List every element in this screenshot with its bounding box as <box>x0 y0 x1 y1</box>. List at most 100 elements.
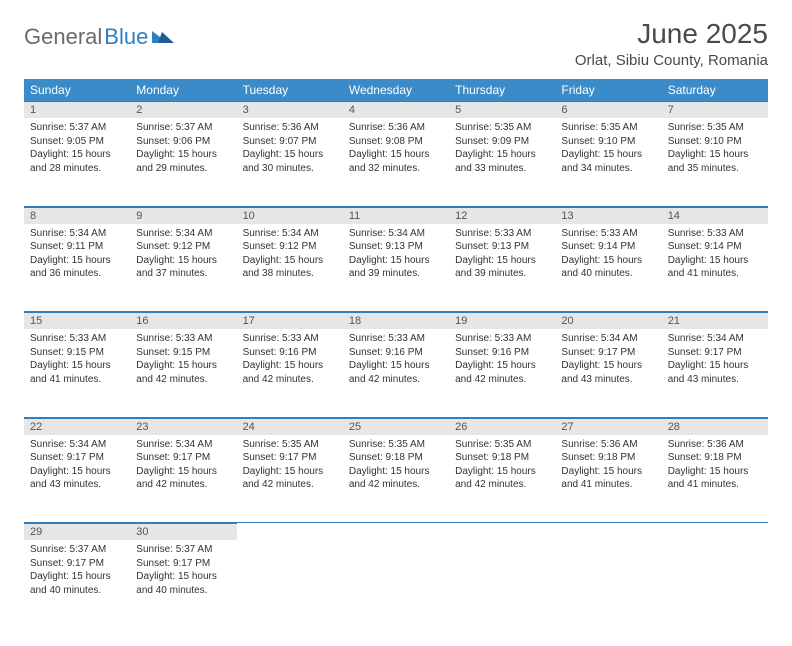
day-number: 18 <box>343 312 449 329</box>
daylight-text: Daylight: 15 hours and 42 minutes. <box>136 359 230 386</box>
day-number: 3 <box>237 101 343 118</box>
weekday-header: Friday <box>555 79 661 101</box>
sunrise-text: Sunrise: 5:36 AM <box>561 438 655 452</box>
sunrise-text: Sunrise: 5:37 AM <box>30 121 124 135</box>
weekday-header: Sunday <box>24 79 130 101</box>
day-cell: Sunrise: 5:34 AMSunset: 9:17 PMDaylight:… <box>130 435 236 498</box>
day-cell: Sunrise: 5:33 AMSunset: 9:16 PMDaylight:… <box>343 329 449 392</box>
day-number: 16 <box>130 312 236 329</box>
day-number: 2 <box>130 101 236 118</box>
sunrise-text: Sunrise: 5:34 AM <box>136 438 230 452</box>
day-cell: Sunrise: 5:36 AMSunset: 9:18 PMDaylight:… <box>555 435 661 498</box>
sunrise-text: Sunrise: 5:34 AM <box>561 332 655 346</box>
day-cell: Sunrise: 5:36 AMSunset: 9:18 PMDaylight:… <box>662 435 768 498</box>
logo-text-general: General <box>24 24 102 50</box>
sunrise-text: Sunrise: 5:37 AM <box>30 543 124 557</box>
daylight-text: Daylight: 15 hours and 43 minutes. <box>30 465 124 492</box>
day-number: 22 <box>24 418 130 435</box>
weekday-header: Monday <box>130 79 236 101</box>
sunrise-text: Sunrise: 5:34 AM <box>30 438 124 452</box>
daylight-text: Daylight: 15 hours and 41 minutes. <box>668 254 762 281</box>
sunrise-text: Sunrise: 5:34 AM <box>668 332 762 346</box>
day-number: 20 <box>555 312 661 329</box>
sunrise-text: Sunrise: 5:34 AM <box>136 227 230 241</box>
sunrise-text: Sunrise: 5:35 AM <box>349 438 443 452</box>
daylight-text: Daylight: 15 hours and 39 minutes. <box>349 254 443 281</box>
month-title: June 2025 <box>575 18 768 50</box>
sunset-text: Sunset: 9:12 PM <box>136 240 230 254</box>
day-number: 12 <box>449 207 555 224</box>
daylight-text: Daylight: 15 hours and 43 minutes. <box>668 359 762 386</box>
sunset-text: Sunset: 9:18 PM <box>455 451 549 465</box>
day-number: 23 <box>130 418 236 435</box>
sunrise-text: Sunrise: 5:33 AM <box>668 227 762 241</box>
title-block: June 2025 Orlat, Sibiu County, Romania <box>575 18 768 69</box>
day-cell: Sunrise: 5:33 AMSunset: 9:14 PMDaylight:… <box>662 224 768 287</box>
daylight-text: Daylight: 15 hours and 40 minutes. <box>136 570 230 597</box>
day-cell: Sunrise: 5:34 AMSunset: 9:13 PMDaylight:… <box>343 224 449 287</box>
day-number: 7 <box>662 101 768 118</box>
day-cell: Sunrise: 5:34 AMSunset: 9:12 PMDaylight:… <box>130 224 236 287</box>
sunrise-text: Sunrise: 5:37 AM <box>136 121 230 135</box>
sunrise-text: Sunrise: 5:36 AM <box>349 121 443 135</box>
sunset-text: Sunset: 9:06 PM <box>136 135 230 149</box>
sunset-text: Sunset: 9:16 PM <box>243 346 337 360</box>
day-number: 9 <box>130 207 236 224</box>
logo: GeneralBlue <box>24 24 174 50</box>
sunset-text: Sunset: 9:17 PM <box>136 451 230 465</box>
day-number-row: 891011121314 <box>24 206 768 224</box>
day-number: 8 <box>24 207 130 224</box>
header: GeneralBlue June 2025 Orlat, Sibiu Count… <box>24 18 768 69</box>
daylight-text: Daylight: 15 hours and 30 minutes. <box>243 148 337 175</box>
day-content-row: Sunrise: 5:33 AMSunset: 9:15 PMDaylight:… <box>24 329 768 417</box>
day-cell: Sunrise: 5:33 AMSunset: 9:15 PMDaylight:… <box>24 329 130 392</box>
day-cell: Sunrise: 5:34 AMSunset: 9:17 PMDaylight:… <box>24 435 130 498</box>
day-number: 26 <box>449 418 555 435</box>
sunset-text: Sunset: 9:15 PM <box>136 346 230 360</box>
sunrise-text: Sunrise: 5:33 AM <box>243 332 337 346</box>
weekday-header: Thursday <box>449 79 555 101</box>
daylight-text: Daylight: 15 hours and 40 minutes. <box>561 254 655 281</box>
sunrise-text: Sunrise: 5:33 AM <box>136 332 230 346</box>
day-number: 24 <box>237 418 343 435</box>
day-number: 21 <box>662 312 768 329</box>
daylight-text: Daylight: 15 hours and 33 minutes. <box>455 148 549 175</box>
day-content-row: Sunrise: 5:37 AMSunset: 9:05 PMDaylight:… <box>24 118 768 206</box>
sunset-text: Sunset: 9:10 PM <box>561 135 655 149</box>
daylight-text: Daylight: 15 hours and 41 minutes. <box>668 465 762 492</box>
weekday-header-row: Sunday Monday Tuesday Wednesday Thursday… <box>24 79 768 101</box>
sunrise-text: Sunrise: 5:34 AM <box>30 227 124 241</box>
day-number-row: 2930 <box>24 523 768 541</box>
sunrise-text: Sunrise: 5:33 AM <box>561 227 655 241</box>
sunset-text: Sunset: 9:09 PM <box>455 135 549 149</box>
daylight-text: Daylight: 15 hours and 39 minutes. <box>455 254 549 281</box>
daylight-text: Daylight: 15 hours and 42 minutes. <box>455 465 549 492</box>
day-cell: Sunrise: 5:33 AMSunset: 9:16 PMDaylight:… <box>237 329 343 392</box>
daylight-text: Daylight: 15 hours and 28 minutes. <box>30 148 124 175</box>
daylight-text: Daylight: 15 hours and 38 minutes. <box>243 254 337 281</box>
day-cell: Sunrise: 5:37 AMSunset: 9:06 PMDaylight:… <box>130 118 236 181</box>
sunset-text: Sunset: 9:14 PM <box>561 240 655 254</box>
sunset-text: Sunset: 9:18 PM <box>668 451 762 465</box>
day-number: 27 <box>555 418 661 435</box>
sunset-text: Sunset: 9:05 PM <box>30 135 124 149</box>
sunset-text: Sunset: 9:18 PM <box>349 451 443 465</box>
sunrise-text: Sunrise: 5:33 AM <box>349 332 443 346</box>
weekday-header: Wednesday <box>343 79 449 101</box>
day-number: 14 <box>662 207 768 224</box>
sunset-text: Sunset: 9:17 PM <box>668 346 762 360</box>
sunset-text: Sunset: 9:17 PM <box>30 557 124 571</box>
daylight-text: Daylight: 15 hours and 35 minutes. <box>668 148 762 175</box>
sunset-text: Sunset: 9:17 PM <box>243 451 337 465</box>
day-number: 4 <box>343 101 449 118</box>
daylight-text: Daylight: 15 hours and 32 minutes. <box>349 148 443 175</box>
daylight-text: Daylight: 15 hours and 42 minutes. <box>349 465 443 492</box>
sunrise-text: Sunrise: 5:35 AM <box>668 121 762 135</box>
day-cell: Sunrise: 5:33 AMSunset: 9:15 PMDaylight:… <box>130 329 236 392</box>
sunrise-text: Sunrise: 5:33 AM <box>30 332 124 346</box>
day-cell: Sunrise: 5:37 AMSunset: 9:05 PMDaylight:… <box>24 118 130 181</box>
sunset-text: Sunset: 9:18 PM <box>561 451 655 465</box>
day-number: 1 <box>24 101 130 118</box>
sunrise-text: Sunrise: 5:33 AM <box>455 227 549 241</box>
sunset-text: Sunset: 9:16 PM <box>455 346 549 360</box>
